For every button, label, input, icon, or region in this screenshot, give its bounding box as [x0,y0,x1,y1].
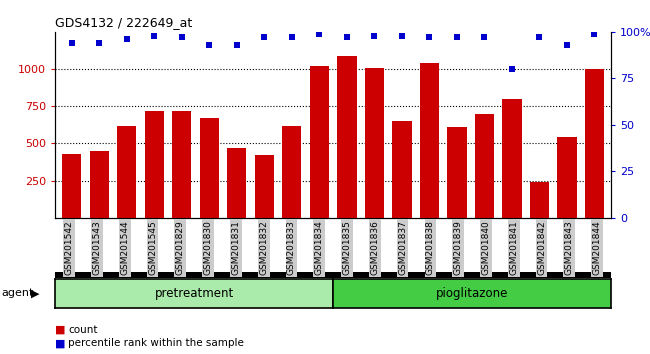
Point [342,35,352,40]
Bar [117,126,136,218]
Point [94,40,105,46]
Point [287,35,297,40]
Bar [90,151,109,218]
Point [452,35,462,40]
Bar [227,148,246,218]
Text: GSM201836: GSM201836 [370,221,380,275]
Text: agent: agent [1,289,34,298]
Bar [145,111,164,218]
Text: GSM201832: GSM201832 [259,221,268,275]
Point [590,31,600,36]
Point [424,35,435,40]
Text: GSM201842: GSM201842 [537,221,546,275]
Text: ▶: ▶ [31,289,40,298]
Bar [447,127,467,218]
Bar [474,114,494,218]
Bar [365,68,384,218]
Bar [310,66,329,218]
Text: GSM201835: GSM201835 [343,221,352,275]
Point [204,42,214,48]
Text: GSM201831: GSM201831 [231,221,240,275]
Text: GSM201840: GSM201840 [482,221,491,275]
Text: GSM201544: GSM201544 [120,221,129,275]
Bar [530,182,549,218]
Text: GSM201834: GSM201834 [315,221,324,275]
Bar [337,56,356,218]
Text: pioglitazone: pioglitazone [436,287,508,300]
Text: pretreatment: pretreatment [155,287,234,300]
Bar [200,118,219,218]
Point [66,40,77,46]
Point [149,33,159,39]
Bar [502,99,521,218]
Text: GSM201838: GSM201838 [426,221,435,275]
Text: ■: ■ [55,338,66,348]
Point [231,42,242,48]
Text: GSM201837: GSM201837 [398,221,407,275]
Bar [172,111,192,218]
Text: GSM201844: GSM201844 [593,221,602,275]
Text: ■: ■ [55,325,66,335]
Bar [62,154,81,218]
Text: GSM201841: GSM201841 [509,221,518,275]
Text: GSM201543: GSM201543 [92,221,101,275]
Point [369,33,380,39]
Bar [393,121,411,218]
Point [562,42,572,48]
Point [479,35,489,40]
Point [507,66,517,72]
Text: count: count [68,325,98,335]
Text: percentile rank within the sample: percentile rank within the sample [68,338,244,348]
Bar [557,137,577,218]
Text: GSM201839: GSM201839 [454,221,463,275]
Bar [255,155,274,218]
Point [259,35,270,40]
Point [122,36,132,42]
Bar [282,126,302,218]
Text: GSM201843: GSM201843 [565,221,574,275]
Bar [420,63,439,218]
Text: GSM201833: GSM201833 [287,221,296,275]
Point [177,35,187,40]
Point [314,31,324,36]
Text: GSM201829: GSM201829 [176,221,185,275]
Point [396,33,407,39]
Text: GSM201542: GSM201542 [64,221,73,275]
Text: GSM201830: GSM201830 [203,221,213,275]
Text: GDS4132 / 222649_at: GDS4132 / 222649_at [55,16,192,29]
Bar [585,69,604,218]
Text: GSM201545: GSM201545 [148,221,157,275]
Point [534,35,545,40]
